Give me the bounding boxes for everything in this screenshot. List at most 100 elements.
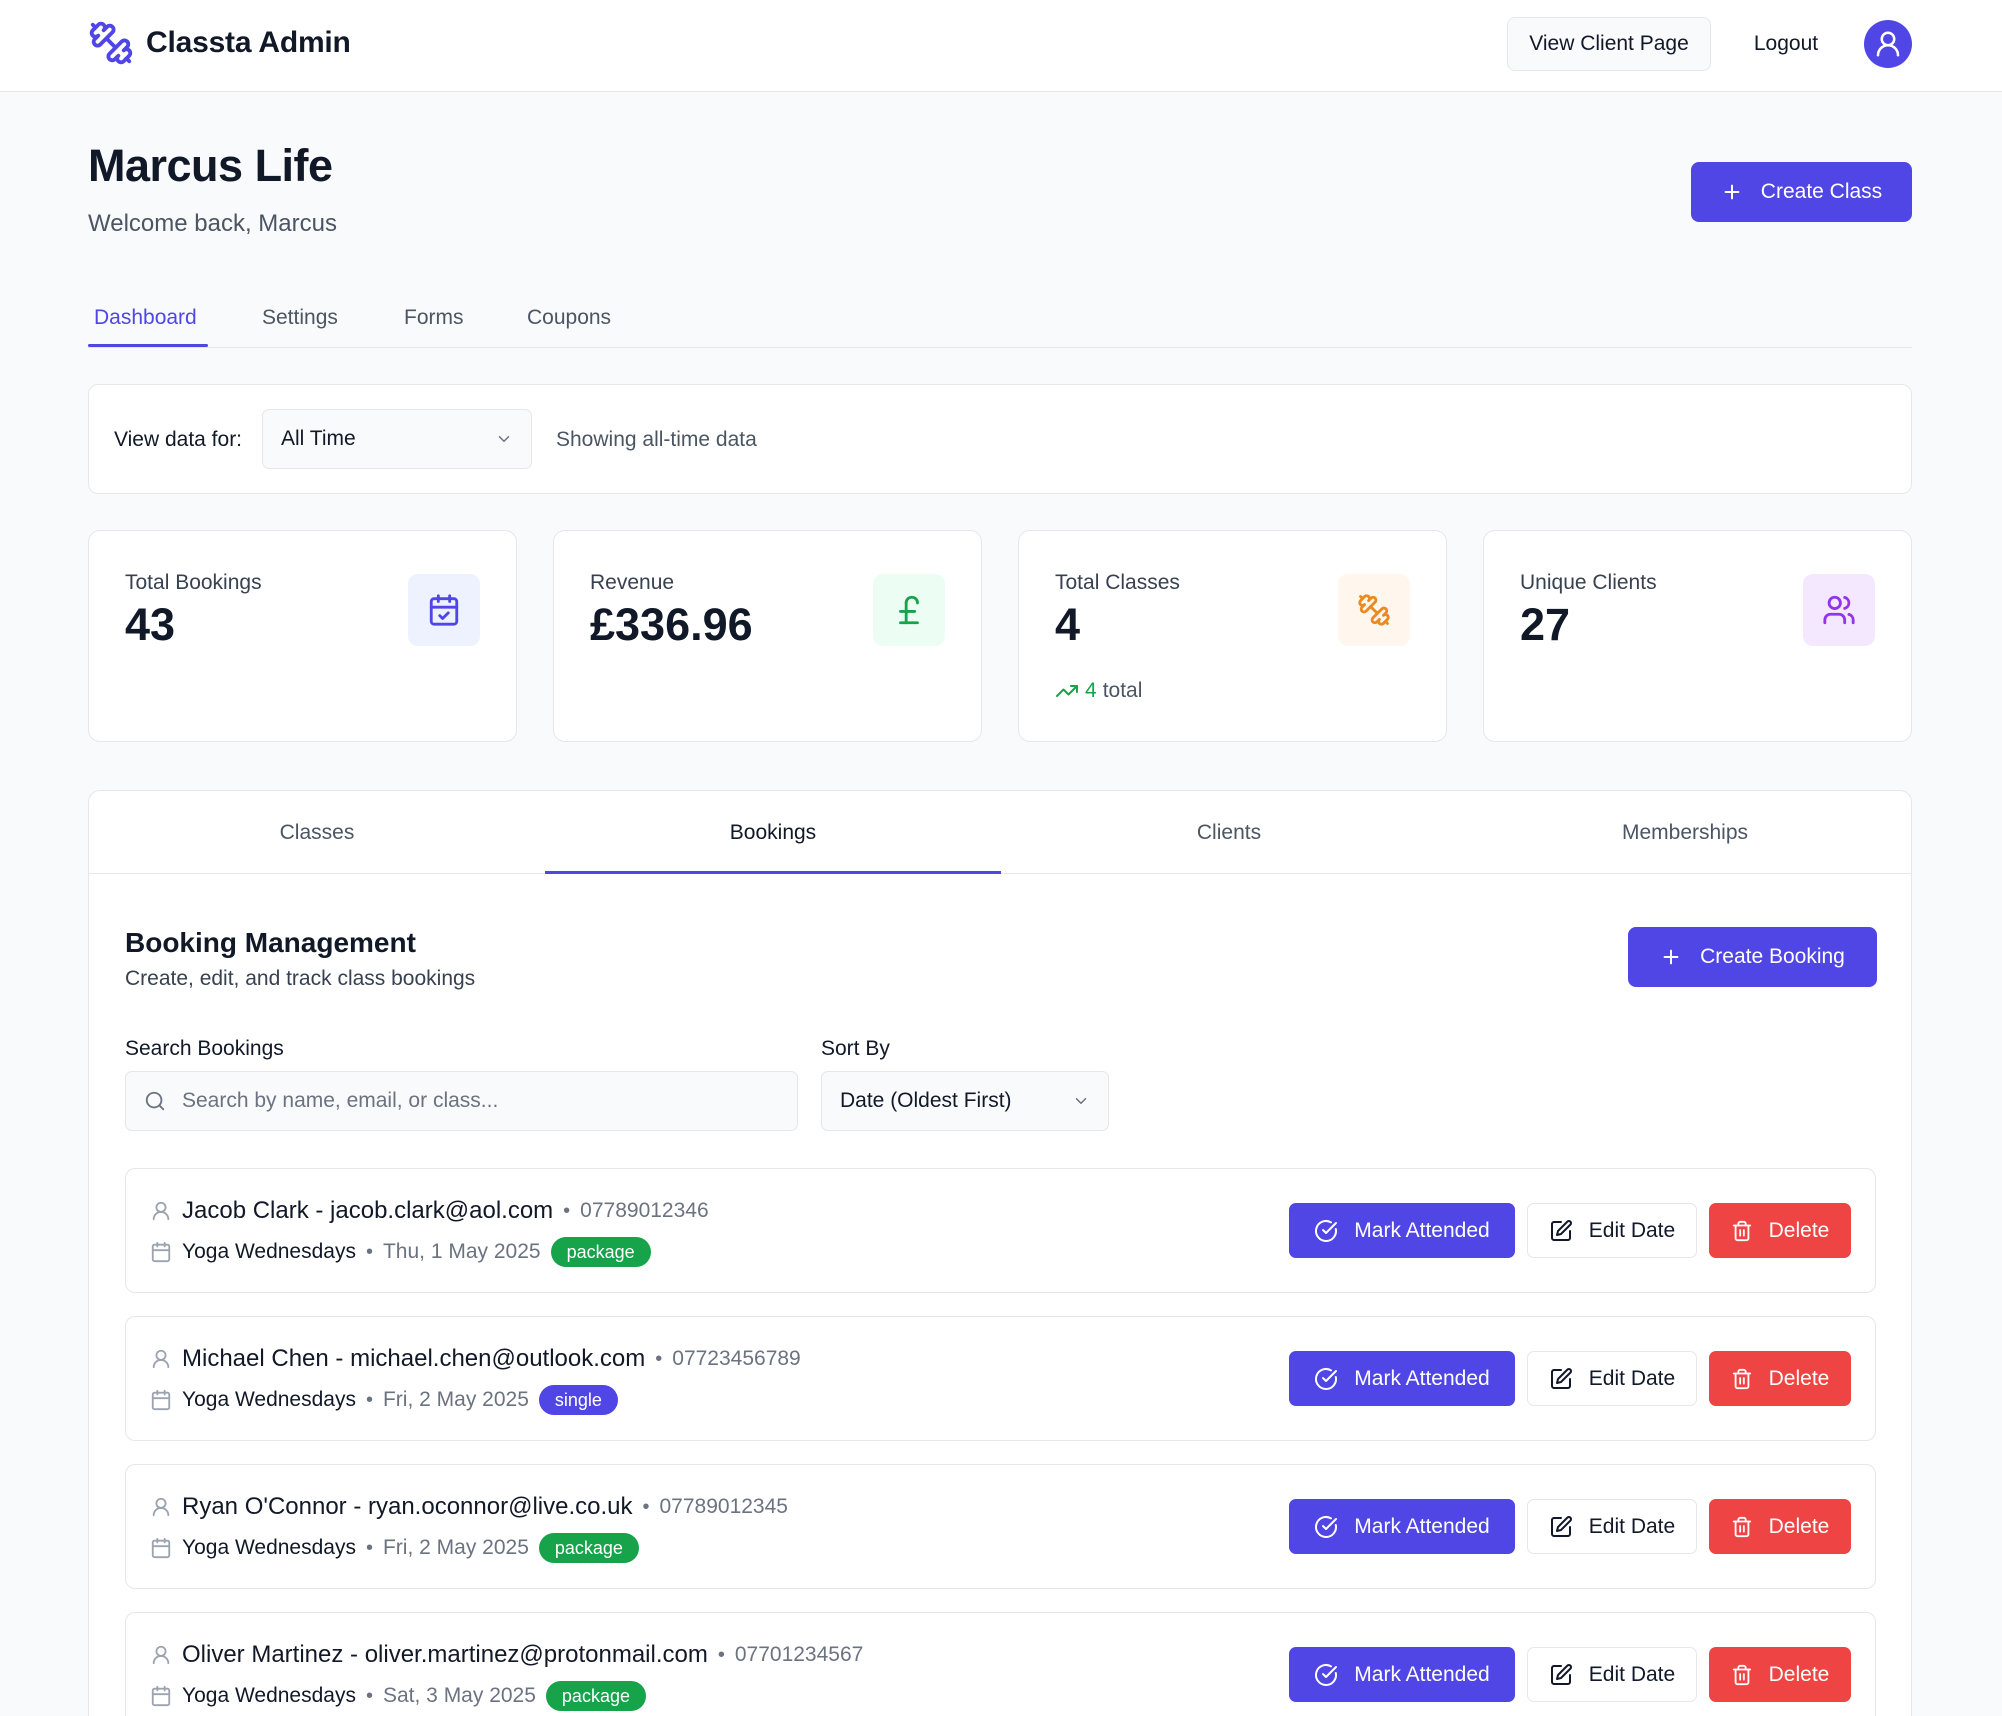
booking-item: Oliver Martinez - oliver.martinez@proton… bbox=[125, 1612, 1876, 1716]
section-subtitle: Create, edit, and track class bookings bbox=[125, 967, 476, 990]
client-name-email: Oliver Martinez - oliver.martinez@proton… bbox=[182, 1641, 708, 1668]
booking-date: Fri, 2 May 2025 bbox=[382, 1536, 529, 1559]
user-icon bbox=[150, 1200, 172, 1222]
mark-attended-button[interactable]: Mark Attended bbox=[1289, 1647, 1515, 1702]
client-phone: 07701234567 bbox=[734, 1643, 864, 1666]
mark-attended-label: Mark Attended bbox=[1354, 1366, 1490, 1390]
edit-date-button[interactable]: Edit Date bbox=[1527, 1351, 1697, 1406]
stat-value: 4 bbox=[1055, 599, 1081, 650]
mark-attended-label: Mark Attended bbox=[1354, 1662, 1490, 1686]
trash-icon bbox=[1731, 1516, 1753, 1538]
tab-dashboard[interactable]: Dashboard bbox=[94, 306, 197, 329]
date-range-select[interactable]: All Time bbox=[262, 409, 532, 469]
tab-memberships[interactable]: Memberships bbox=[1621, 820, 1749, 844]
mark-attended-button[interactable]: Mark Attended bbox=[1289, 1499, 1515, 1554]
search-icon bbox=[144, 1090, 166, 1112]
class-name: Yoga Wednesdays bbox=[182, 1536, 356, 1559]
check-circle-icon bbox=[1314, 1219, 1338, 1243]
chevron-down-icon bbox=[1072, 1092, 1090, 1110]
pound-icon bbox=[873, 574, 945, 646]
sort-value: Date (Oldest First) bbox=[840, 1089, 1012, 1112]
mark-attended-button[interactable]: Mark Attended bbox=[1289, 1351, 1515, 1406]
tab-bookings[interactable]: Bookings bbox=[729, 820, 817, 844]
booking-item: Jacob Clark - jacob.clark@aol.com • 0778… bbox=[125, 1168, 1876, 1293]
edit-icon bbox=[1549, 1367, 1573, 1391]
delete-button[interactable]: Delete bbox=[1709, 1203, 1851, 1258]
chevron-down-icon bbox=[495, 430, 513, 448]
client-phone: 07789012345 bbox=[659, 1495, 788, 1518]
bookings-panel: Classes Bookings Clients Memberships Boo… bbox=[88, 790, 1912, 1716]
tab-settings[interactable]: Settings bbox=[262, 306, 338, 329]
search-field bbox=[125, 1071, 798, 1131]
class-name: Yoga Wednesdays bbox=[182, 1388, 356, 1411]
separator-dot: • bbox=[365, 1536, 373, 1559]
trending-up-icon bbox=[1055, 679, 1079, 703]
mark-attended-button[interactable]: Mark Attended bbox=[1289, 1203, 1515, 1258]
logout-button[interactable]: Logout bbox=[1753, 32, 1819, 55]
class-name: Yoga Wednesdays bbox=[182, 1240, 356, 1263]
tab-coupons[interactable]: Coupons bbox=[527, 306, 612, 329]
user-icon bbox=[150, 1496, 172, 1518]
stat-card-total-classes: Total Classes 4 4 total bbox=[1018, 530, 1447, 742]
edit-date-button[interactable]: Edit Date bbox=[1527, 1203, 1697, 1258]
plus-icon bbox=[1721, 181, 1743, 203]
stat-label: Total Bookings bbox=[125, 571, 262, 594]
top-navbar: Classta Admin View Client Page Logout bbox=[0, 0, 2002, 92]
active-tab-indicator bbox=[88, 344, 208, 347]
search-label: Search Bookings bbox=[125, 1037, 284, 1060]
date-filter-card: View data for: All Time Showing all-time… bbox=[88, 384, 1912, 494]
edit-date-label: Edit Date bbox=[1588, 1218, 1676, 1242]
section-title: Booking Management bbox=[125, 927, 416, 958]
delete-label: Delete bbox=[1768, 1218, 1830, 1242]
page-title: Marcus Life bbox=[88, 140, 333, 191]
delete-button[interactable]: Delete bbox=[1709, 1647, 1851, 1702]
calendar-icon bbox=[150, 1389, 172, 1411]
create-class-button[interactable]: Create Class bbox=[1691, 162, 1912, 222]
edit-date-label: Edit Date bbox=[1588, 1662, 1676, 1686]
create-booking-button[interactable]: Create Booking bbox=[1628, 927, 1877, 987]
trash-icon bbox=[1731, 1664, 1753, 1686]
user-icon bbox=[150, 1644, 172, 1666]
active-tab-indicator bbox=[545, 871, 1001, 874]
dumbbell-logo-icon bbox=[88, 20, 134, 66]
user-avatar[interactable] bbox=[1864, 20, 1912, 68]
brand[interactable]: Classta Admin bbox=[88, 20, 351, 66]
delete-label: Delete bbox=[1768, 1366, 1830, 1390]
calendar-icon bbox=[150, 1685, 172, 1707]
separator-dot: • bbox=[655, 1347, 663, 1370]
tab-classes[interactable]: Classes bbox=[279, 820, 355, 844]
delete-button[interactable]: Delete bbox=[1709, 1499, 1851, 1554]
booking-item: Michael Chen - michael.chen@outlook.com … bbox=[125, 1316, 1876, 1441]
top-tabs: Dashboard Settings Forms Coupons bbox=[88, 290, 1912, 348]
booking-date: Thu, 1 May 2025 bbox=[382, 1240, 541, 1263]
mark-attended-label: Mark Attended bbox=[1354, 1218, 1490, 1242]
separator-dot: • bbox=[365, 1684, 373, 1707]
booking-type-badge: package bbox=[538, 1533, 639, 1563]
client-phone: 07789012346 bbox=[580, 1199, 709, 1222]
delete-button[interactable]: Delete bbox=[1709, 1351, 1851, 1406]
search-input[interactable] bbox=[182, 1089, 779, 1113]
create-class-label: Create Class bbox=[1760, 180, 1883, 203]
sort-label: Sort By bbox=[821, 1037, 890, 1060]
user-icon bbox=[1873, 29, 1903, 59]
edit-date-label: Edit Date bbox=[1588, 1366, 1676, 1390]
delete-label: Delete bbox=[1768, 1662, 1830, 1686]
calendar-icon bbox=[150, 1537, 172, 1559]
dumbbell-icon bbox=[1338, 574, 1410, 646]
tab-clients[interactable]: Clients bbox=[1196, 820, 1262, 844]
stat-label: Revenue bbox=[590, 571, 675, 594]
trash-icon bbox=[1731, 1220, 1753, 1242]
booking-type-badge: package bbox=[545, 1681, 646, 1711]
stat-value: 27 bbox=[1520, 599, 1571, 650]
stat-label: Total Classes bbox=[1055, 571, 1180, 594]
user-icon bbox=[150, 1348, 172, 1370]
users-icon bbox=[1803, 574, 1875, 646]
tab-forms[interactable]: Forms bbox=[404, 306, 464, 329]
plus-icon bbox=[1660, 946, 1682, 968]
edit-date-button[interactable]: Edit Date bbox=[1527, 1499, 1697, 1554]
calendar-check-icon bbox=[408, 574, 480, 646]
edit-date-button[interactable]: Edit Date bbox=[1527, 1647, 1697, 1702]
booking-date: Sat, 3 May 2025 bbox=[382, 1684, 536, 1707]
sort-select[interactable]: Date (Oldest First) bbox=[821, 1071, 1109, 1131]
view-client-page-button[interactable]: View Client Page bbox=[1507, 17, 1711, 71]
